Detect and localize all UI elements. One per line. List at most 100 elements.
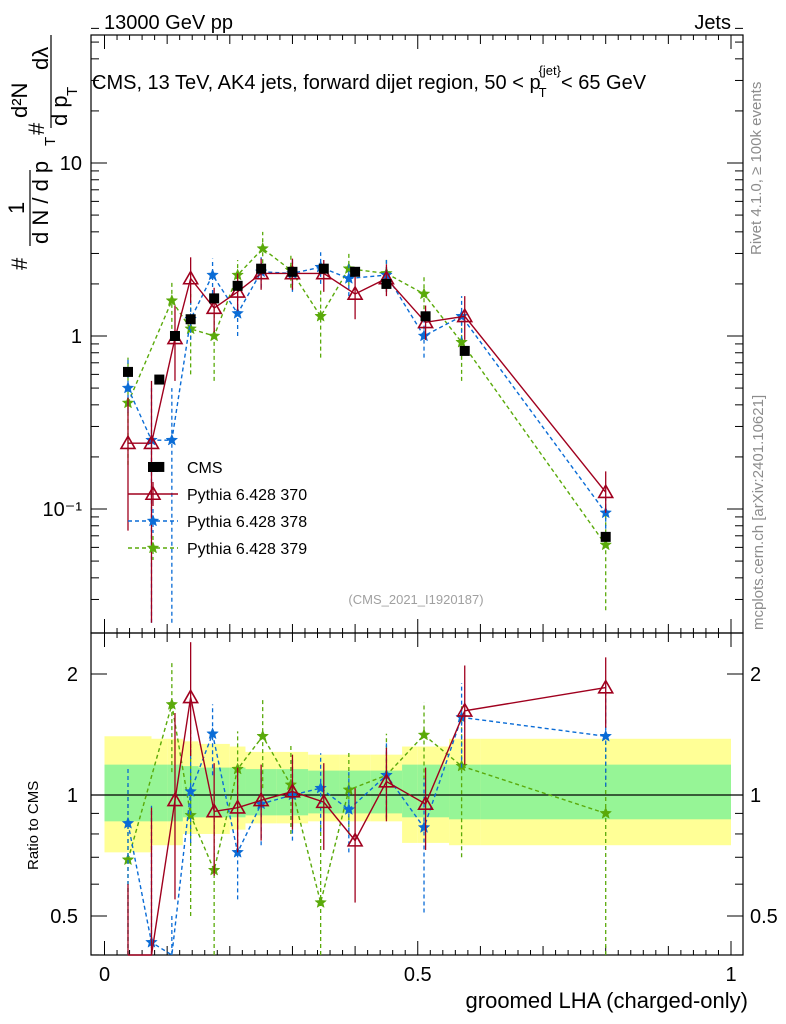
y-tick-label: 10 <box>60 153 82 175</box>
cms-data-point <box>169 331 180 341</box>
ratio-y-axis-label: Ratio to CMS <box>25 781 42 870</box>
legend-entry-0-label: CMS <box>187 460 223 477</box>
pythia-370-point <box>346 285 364 301</box>
pythia-379-point <box>314 309 328 322</box>
legend-entry-3-label: Pythia 6.428 379 <box>187 541 307 558</box>
pythia-379-ratio-point <box>417 728 431 741</box>
y-label-t-sub-1: T <box>42 137 59 146</box>
pythia-378-point <box>165 433 179 446</box>
pythia-370-ratio-point <box>166 791 184 807</box>
y-tick-label: 10⁻¹ <box>43 499 83 521</box>
cms-data-point <box>318 263 329 274</box>
cms-data-point <box>256 263 267 274</box>
pythia-379-ratio-point <box>599 806 613 819</box>
plot-title: CMS, 13 TeV, AK4 jets, forward dijet reg… <box>92 63 647 100</box>
uncertainty-band-inner <box>402 764 418 818</box>
legend-entry-2-marker <box>146 514 160 527</box>
uncertainty-band-inner <box>151 764 168 822</box>
ratio-tick-label-right: 0.5 <box>750 906 778 928</box>
pythia-370-ratio-point <box>456 702 474 717</box>
analysis-tag: (CMS_2021_I1920187) <box>348 592 483 607</box>
y-label-dn-dpt: d N / d p <box>28 161 53 244</box>
pythia-378-point <box>231 306 244 319</box>
ratio-tick-label-right: 1 <box>750 785 761 807</box>
legend-entry-1-marker <box>144 485 162 501</box>
pythia-370-point <box>456 307 474 323</box>
x-tick-label: 1 <box>725 964 736 986</box>
pythia-370-ratio-point <box>205 802 223 818</box>
pythia-370-point <box>597 483 615 499</box>
jets-label: Jets <box>694 12 731 34</box>
y-label-d2n: d²N <box>7 83 32 118</box>
legend-entry-2-label: Pythia 6.428 378 <box>187 514 307 531</box>
legend-entry-1-label: Pythia 6.428 370 <box>187 487 307 504</box>
cms-data-point <box>350 266 361 277</box>
pythia-370-ratio-point <box>597 678 615 694</box>
pythia-378-ratio-point <box>599 729 613 742</box>
energy-label: 13000 GeV pp <box>104 12 233 34</box>
pythia-378-ratio-point <box>417 820 431 833</box>
pythia-370-ratio-line <box>127 686 606 956</box>
rivet-version-label: Rivet 4.1.0, ≥ 100k events <box>748 82 765 255</box>
ratio-tick-label-left: 0.5 <box>50 906 78 928</box>
ratio-tick-label-right: 2 <box>750 664 761 686</box>
cms-data-point <box>122 366 133 377</box>
pythia-370-ratio-point <box>417 795 434 811</box>
pythia-379-point <box>599 538 613 551</box>
pythia-370-point <box>417 313 434 329</box>
pythia-378-ratio-point <box>184 784 198 797</box>
pythia-370-ratio-point <box>284 782 301 798</box>
cms-data-point <box>287 266 298 277</box>
x-tick-label: 0.5 <box>404 964 432 986</box>
y-label-hash-1: # <box>7 257 32 270</box>
x-axis-label: groomed LHA (charged-only) <box>466 988 748 1013</box>
cms-data-point <box>209 293 220 304</box>
pythia-378-ratio-line <box>127 716 606 957</box>
ratio-tick-label-left: 1 <box>67 785 78 807</box>
cms-data-point <box>381 278 392 289</box>
pythia-370-ratio-point <box>252 791 270 807</box>
cms-data-point <box>154 461 165 472</box>
ratio-plot-frame <box>90 632 744 956</box>
pythia-379-point <box>417 287 431 300</box>
pythia-379-point <box>455 335 468 348</box>
pythia-370-point <box>143 434 160 450</box>
y-label-dp: d p <box>47 95 72 126</box>
pythia-370-point <box>229 283 247 298</box>
y-tick-label: 1 <box>71 326 82 348</box>
pythia-378-point <box>121 381 135 394</box>
pythia-370-ratio-point <box>229 799 247 814</box>
pythia-379-ratio-point <box>256 729 270 742</box>
pythia-378-ratio-point <box>121 816 135 829</box>
main-y-axis-label: # 1 d N / d p T # d²N d p T dλ <box>4 35 81 270</box>
cms-data-point <box>185 314 196 325</box>
pythia-370-ratio-point <box>346 832 364 847</box>
pythia-370-ratio-point <box>315 793 333 809</box>
legend-entry-3-marker <box>146 541 160 554</box>
pythia-378-ratio-point <box>206 727 219 740</box>
cms-data-point <box>600 531 611 542</box>
pythia-370-point <box>119 434 137 450</box>
pythia-378-line <box>127 266 607 514</box>
y-label-hash-2: # <box>24 122 49 135</box>
pythia-378-ratio-point <box>314 781 328 794</box>
pythia-379-ratio-point <box>165 697 179 710</box>
pythia-370-line <box>127 272 607 493</box>
cms-data-point <box>154 374 165 385</box>
pythia-379-point <box>207 329 221 342</box>
y-label-one: 1 <box>4 202 29 214</box>
y-label-t-sub-2: T <box>64 87 81 96</box>
ratio-tick-label-left: 2 <box>67 664 78 686</box>
uncertainty-band-inner <box>449 764 481 820</box>
pythia-378-point <box>206 268 219 281</box>
cms-data-point <box>232 280 243 291</box>
pythia-370-point <box>205 299 223 315</box>
pythia-370-point <box>182 269 200 285</box>
pythia-370-ratio-point <box>182 688 200 704</box>
pythia-379-point <box>256 241 270 255</box>
legend-entry-0-marker <box>148 462 158 472</box>
cms-data-point <box>420 311 431 322</box>
cms-data-point <box>459 345 470 356</box>
pythia-378-point <box>417 329 431 342</box>
